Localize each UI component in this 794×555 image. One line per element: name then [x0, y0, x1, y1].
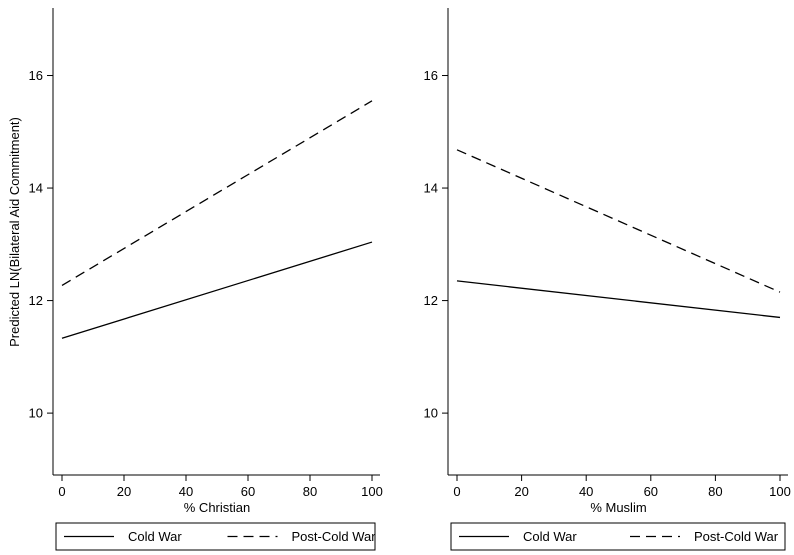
- series-line-cold-war: [456, 280, 781, 319]
- y-tick-label: 14: [29, 181, 43, 196]
- x-tick-label: 100: [769, 484, 791, 499]
- x-axis-title: % Christian: [184, 500, 250, 515]
- x-tick-label: 40: [579, 484, 593, 499]
- series-line-post-cold-war: [61, 100, 373, 286]
- x-tick-label: 80: [708, 484, 722, 499]
- x-tick-label: 100: [361, 484, 383, 499]
- y-tick-label: 10: [29, 406, 43, 421]
- legend-label: Cold War: [128, 529, 182, 544]
- panel-2: 10 12 14 16 0 20 40 60 80 100 % Muslim Cold War Post…: [424, 8, 791, 551]
- legend-label: Post-Cold War: [292, 529, 377, 544]
- y-axis-title: Predicted LN(Bilateral Aid Commitment): [7, 117, 22, 347]
- x-tick-label: 60: [644, 484, 658, 499]
- x-tick-label: 40: [179, 484, 193, 499]
- series-line-cold-war: [61, 241, 373, 339]
- x-tick-label: 20: [117, 484, 131, 499]
- legend: Cold War Post-Cold War: [450, 522, 786, 551]
- y-tick-label: 10: [424, 406, 438, 421]
- y-tick-label: 16: [424, 68, 438, 83]
- y-tick-label: 12: [29, 293, 43, 308]
- y-tick-label: 16: [29, 68, 43, 83]
- x-tick-label: 80: [303, 484, 317, 499]
- x-tick-label: 60: [241, 484, 255, 499]
- series-line-post-cold-war: [456, 149, 781, 293]
- x-tick-label: 20: [514, 484, 528, 499]
- legend: Cold War Post-Cold War: [55, 522, 377, 551]
- y-tick-label: 14: [424, 181, 438, 196]
- x-axis-title: % Muslim: [590, 500, 646, 515]
- x-tick-label: 0: [58, 484, 65, 499]
- legend-label: Cold War: [523, 529, 577, 544]
- x-tick-label: 0: [453, 484, 460, 499]
- legend-label: Post-Cold War: [694, 529, 779, 544]
- y-tick-label: 12: [424, 293, 438, 308]
